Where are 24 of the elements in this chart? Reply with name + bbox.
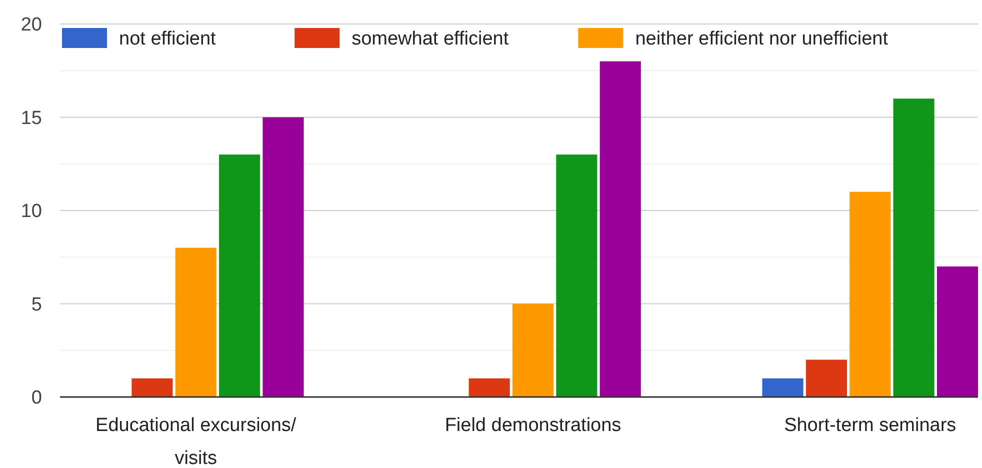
- bar: [850, 192, 891, 397]
- bar: [219, 154, 260, 397]
- bar: [468, 378, 510, 397]
- legend-label: somewhat efficient: [352, 28, 510, 50]
- x-tick-label: Short-term seminars: [784, 415, 956, 436]
- bar: [600, 61, 641, 397]
- bar: [175, 248, 216, 397]
- bar: [893, 98, 934, 397]
- legend-label: not efficient: [119, 28, 217, 50]
- bar: [512, 304, 554, 397]
- y-tick-label: 20: [20, 14, 42, 36]
- bar: [936, 266, 978, 397]
- bar: [556, 154, 598, 397]
- x-tick-label: Educational excursions/ visits: [96, 415, 297, 468]
- bar: [762, 378, 804, 397]
- bar: [262, 117, 304, 397]
- y-tick-label: 10: [20, 201, 42, 222]
- x-tick-label: Field demonstrations: [444, 415, 622, 436]
- bar: [806, 360, 847, 397]
- y-tick-label: 15: [20, 108, 42, 129]
- y-tick-label: 0: [31, 388, 42, 409]
- legend-label: neither efficient nor unefficient: [635, 28, 889, 50]
- y-tick-label: 5: [31, 294, 42, 316]
- bar: [132, 378, 173, 397]
